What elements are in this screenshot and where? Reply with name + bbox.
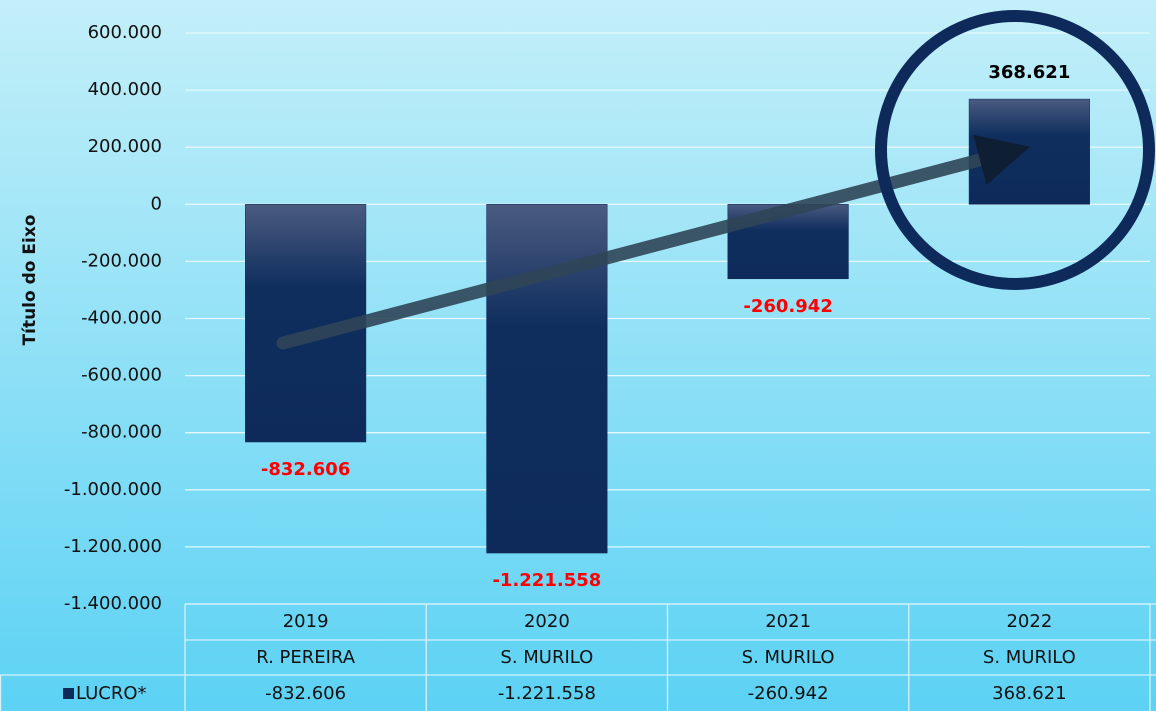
- data-label: 368.621: [988, 62, 1070, 83]
- table-name: S. MURILO: [742, 647, 835, 668]
- y-tick-label: 0: [151, 193, 162, 214]
- table-year: 2020: [524, 611, 570, 632]
- y-tick-label: -1.000.000: [64, 479, 162, 500]
- y-tick-label: -600.000: [81, 365, 162, 386]
- table-name: S. MURILO: [500, 647, 593, 668]
- table-year: 2022: [1006, 611, 1052, 632]
- data-label: -832.606: [261, 459, 350, 480]
- table-name: R. PEREIRA: [256, 647, 356, 668]
- y-tick-label: 600.000: [88, 22, 162, 43]
- legend-swatch: [63, 688, 74, 699]
- highlight-circle: [875, 10, 1155, 290]
- y-tick-label: 200.000: [88, 136, 162, 157]
- table-value: -1.221.558: [498, 683, 596, 704]
- table-value: 368.621: [992, 683, 1066, 704]
- y-tick-label: -1.200.000: [64, 536, 162, 557]
- y-tick-label: -800.000: [81, 422, 162, 443]
- data-label: -260.942: [743, 296, 832, 317]
- table-year: 2021: [765, 611, 811, 632]
- table-value: -260.942: [748, 683, 829, 704]
- y-tick-label: -1.400.000: [64, 593, 162, 614]
- table-name: S. MURILO: [983, 647, 1076, 668]
- data-label: -1.221.558: [492, 570, 601, 591]
- table-year: 2019: [283, 611, 329, 632]
- y-tick-label: 400.000: [88, 79, 162, 100]
- legend-label: LUCRO*: [76, 683, 147, 704]
- y-tick-label: -400.000: [81, 308, 162, 329]
- table-value: -832.606: [265, 683, 346, 704]
- y-axis-title: Título do Eixo: [20, 215, 40, 346]
- y-tick-label: -200.000: [81, 250, 162, 271]
